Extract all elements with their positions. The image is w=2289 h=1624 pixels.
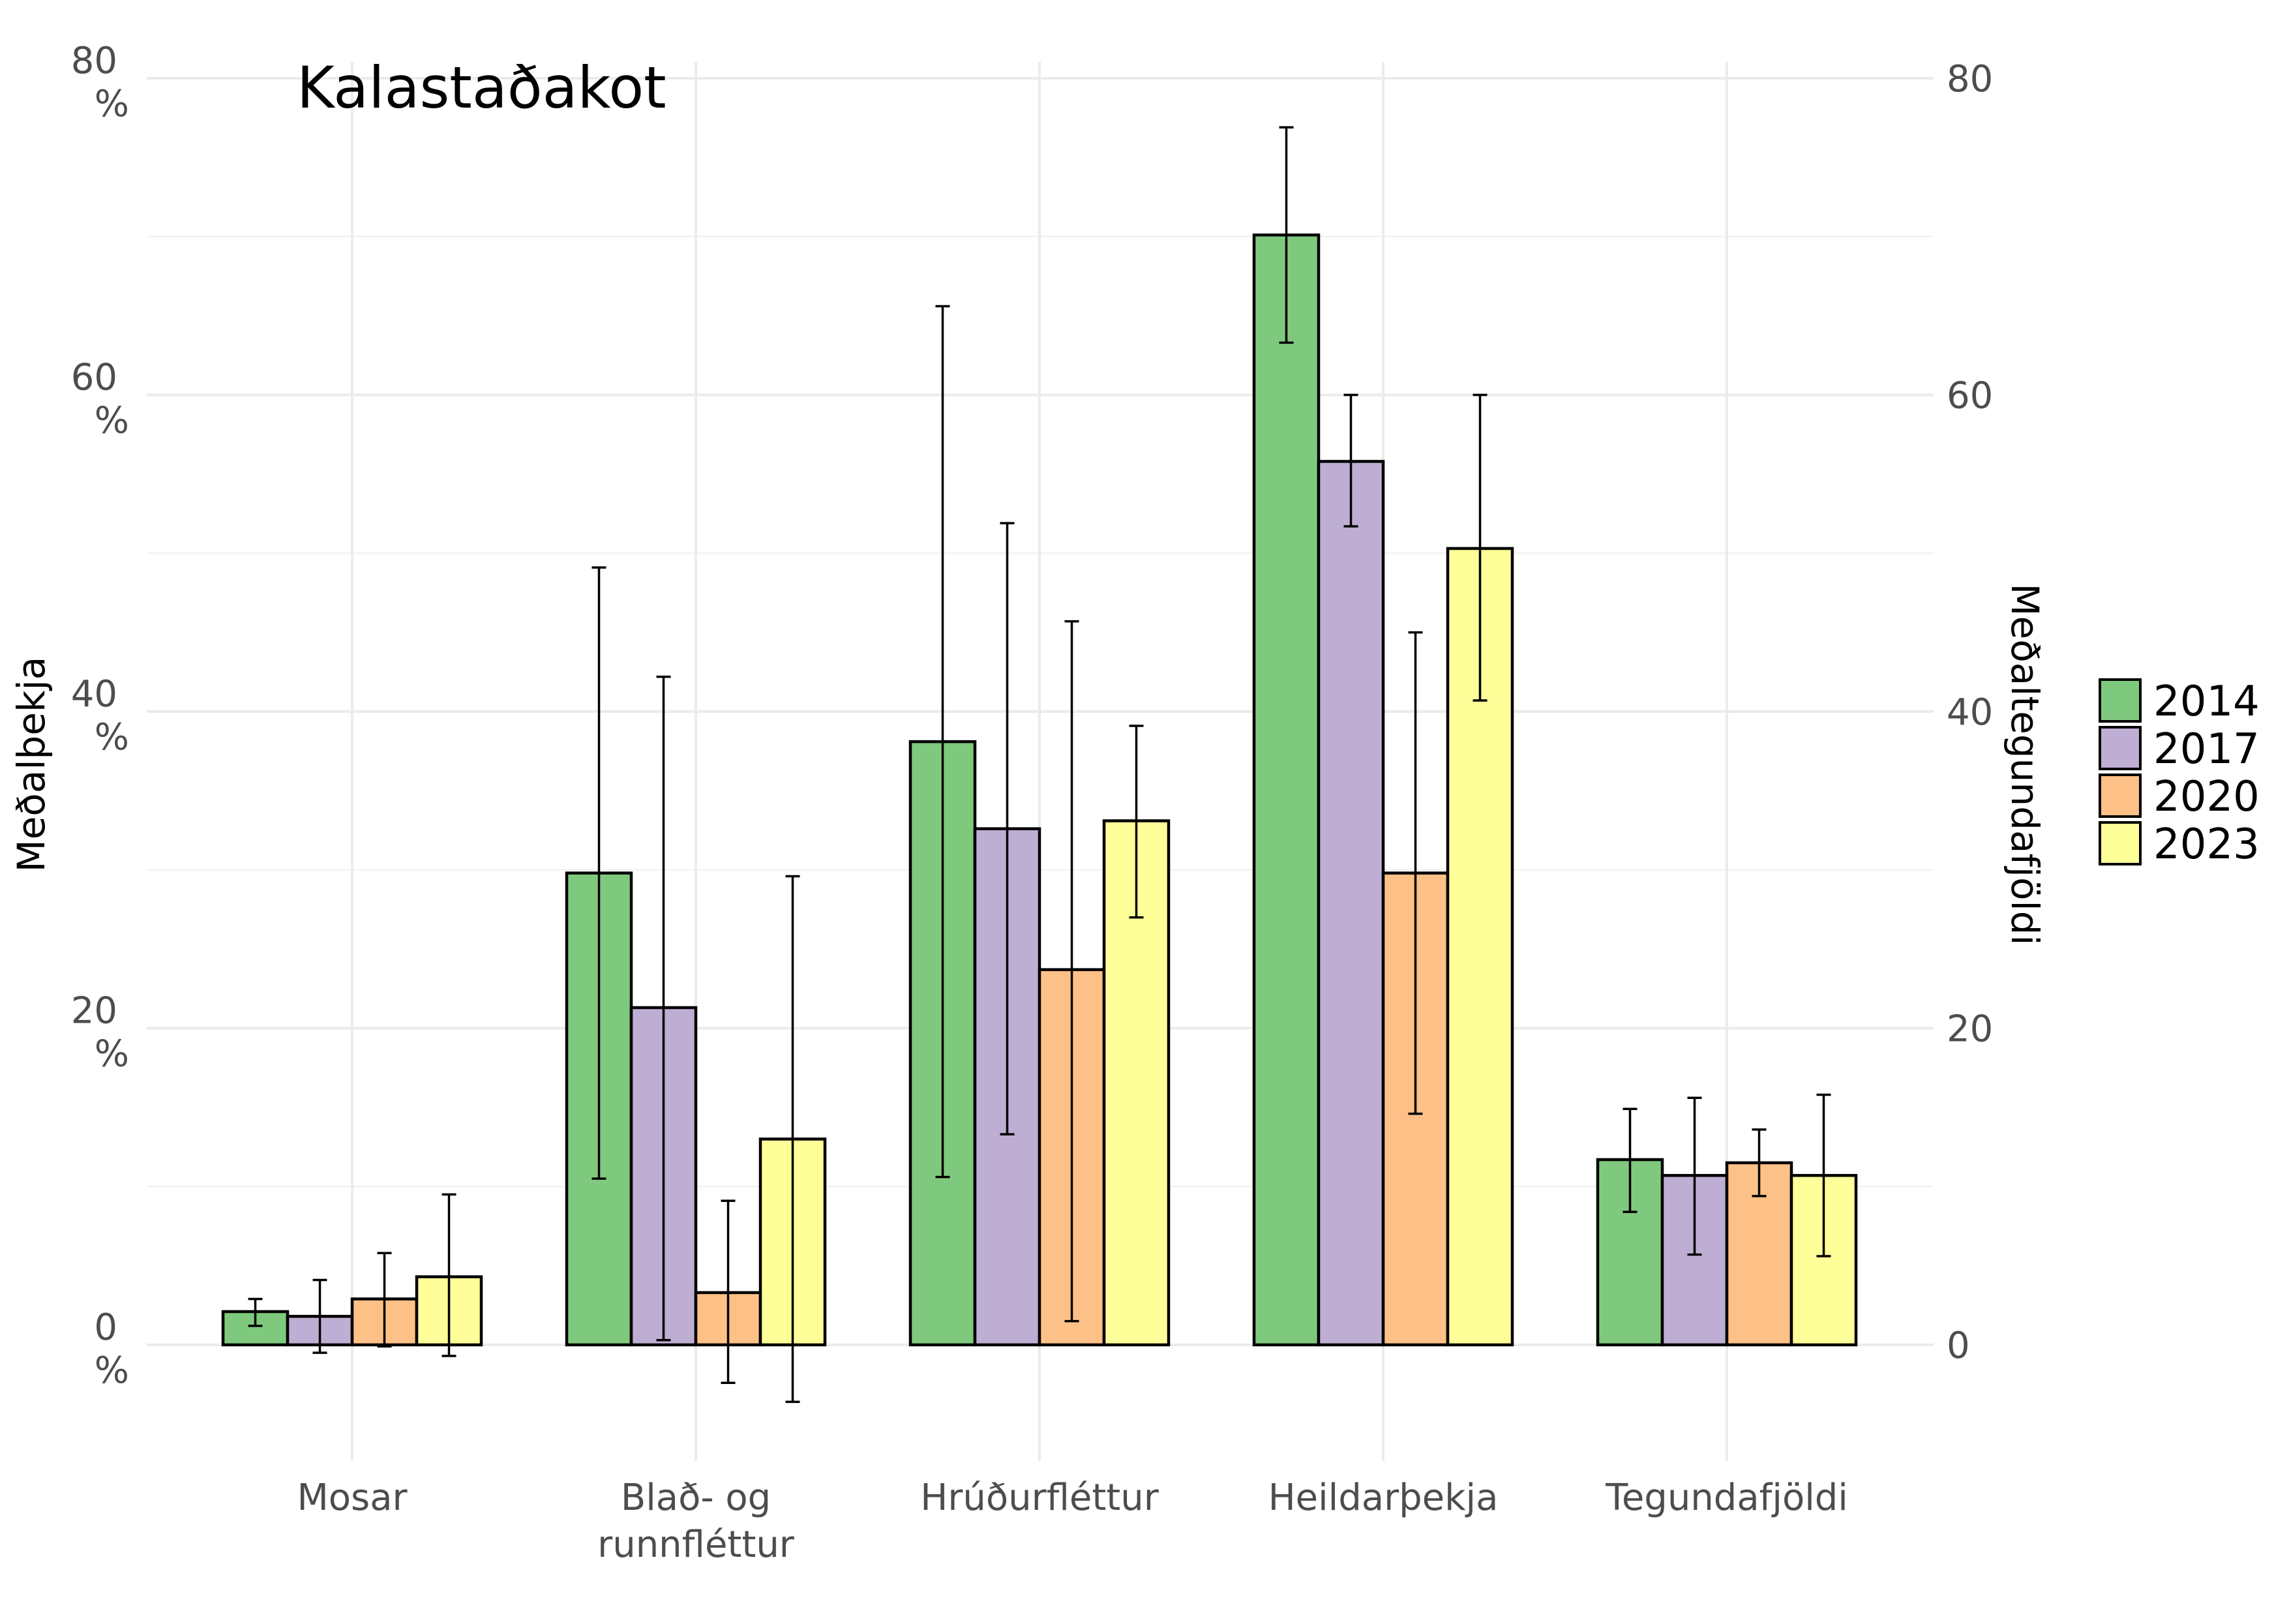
legend-item-2014: 2014 bbox=[2099, 678, 2260, 726]
y-axis-title-left: Meðalþekja bbox=[9, 657, 53, 873]
legend-item-2020: 2020 bbox=[2099, 773, 2260, 821]
error-bar-2023-0 bbox=[441, 1193, 456, 1357]
y-axis-title-right: Meðaltegundafjöldi bbox=[2003, 583, 2047, 945]
legend-label: 2014 bbox=[2153, 678, 2260, 726]
x-tick-3: Heildarþekja bbox=[1268, 1477, 1499, 1519]
error-bar-2023-2 bbox=[1129, 725, 1144, 919]
y-axis-right: 0 20 40 60 80 bbox=[1947, 58, 1993, 1367]
error-bar-2014-2 bbox=[935, 305, 950, 1179]
y-tick-left-line: % bbox=[95, 716, 129, 759]
error-bar-2023-1 bbox=[785, 875, 800, 1404]
error-bar-2014-0 bbox=[248, 1297, 263, 1327]
legend-label: 2023 bbox=[2153, 820, 2260, 869]
legend-swatch bbox=[2099, 678, 2142, 723]
y-tick-right-60: 60 bbox=[1947, 375, 1993, 417]
y-tick-left-line: 80 bbox=[71, 40, 117, 82]
error-bar-2014-3 bbox=[1279, 126, 1294, 344]
y-tick-left-line: 60 bbox=[71, 357, 117, 399]
y-axis-left: 0 %20 %40 %60 %80% bbox=[71, 40, 129, 1392]
legend-swatch bbox=[2099, 726, 2142, 770]
error-bar-2017-4 bbox=[1687, 1096, 1702, 1256]
x-tick-line: Blað- og bbox=[621, 1477, 771, 1519]
x-tick-4: Tegundafjöldi bbox=[1605, 1477, 1848, 1519]
error-bars bbox=[248, 126, 1831, 1404]
legend-item-2023: 2023 bbox=[2099, 820, 2260, 869]
bar-2014-3 bbox=[1252, 233, 1321, 1347]
y-tick-left-40: 40% bbox=[71, 673, 129, 759]
y-tick-left-line: % bbox=[95, 400, 129, 442]
legend-label: 2020 bbox=[2153, 773, 2260, 821]
y-tick-right-20: 20 bbox=[1947, 1008, 1993, 1051]
error-bar-2020-2 bbox=[1064, 620, 1079, 1323]
y-tick-left-80: 80% bbox=[71, 40, 129, 125]
y-tick-left-20: 20% bbox=[71, 990, 129, 1075]
legend-swatch bbox=[2099, 821, 2142, 865]
y-tick-left-line: 0 bbox=[94, 1306, 117, 1349]
x-axis: Mosar Blað- og runnfléttur Hrúðurfléttur Hei… bbox=[297, 1477, 1848, 1566]
error-bar-2017-0 bbox=[312, 1278, 327, 1354]
legend-swatch bbox=[2099, 774, 2142, 818]
y-tick-left-line: % bbox=[95, 1349, 129, 1392]
error-bar-2017-2 bbox=[1000, 522, 1015, 1135]
error-bar-2023-4 bbox=[1816, 1093, 1831, 1257]
x-tick-line: runnfléttur bbox=[597, 1524, 795, 1566]
x-tick-2: Hrúðurfléttur bbox=[920, 1477, 1159, 1519]
error-bar-2014-4 bbox=[1623, 1107, 1638, 1213]
y-tick-left-60: 60% bbox=[71, 357, 129, 442]
y-tick-left-0: 0% bbox=[94, 1306, 129, 1392]
bar-2017-3 bbox=[1317, 460, 1385, 1347]
bars bbox=[221, 233, 1858, 1347]
y-tick-left-line: 40 bbox=[71, 673, 117, 715]
x-tick-line: Mosar bbox=[297, 1477, 408, 1519]
y-tick-left-line: % bbox=[95, 83, 129, 125]
y-tick-right-40: 40 bbox=[1947, 691, 1993, 734]
x-tick-line: Hrúðurfléttur bbox=[920, 1477, 1159, 1519]
error-bar-2014-1 bbox=[591, 566, 606, 1180]
y-tick-right-80: 80 bbox=[1947, 58, 1993, 100]
y-tick-left-line: % bbox=[95, 1033, 129, 1075]
y-tick-right-0: 0 bbox=[1947, 1325, 1970, 1367]
y-tick-left-line: 20 bbox=[71, 990, 117, 1032]
error-bar-2017-3 bbox=[1343, 393, 1358, 528]
error-bar-2017-1 bbox=[656, 675, 671, 1342]
plot-title: Kalastaðakot bbox=[297, 54, 666, 121]
legend-label: 2017 bbox=[2153, 725, 2260, 774]
x-tick-1: Blað- og runnfléttur bbox=[597, 1477, 795, 1566]
bar-2020-4 bbox=[1725, 1161, 1793, 1347]
x-tick-line: Heildarþekja bbox=[1268, 1477, 1499, 1519]
x-tick-0: Mosar bbox=[297, 1477, 408, 1519]
error-bar-2020-4 bbox=[1752, 1128, 1767, 1197]
legend-item-2017: 2017 bbox=[2099, 725, 2260, 774]
error-bar-2020-1 bbox=[721, 1199, 736, 1385]
x-tick-line: Tegundafjöldi bbox=[1605, 1477, 1848, 1519]
error-bar-2020-0 bbox=[377, 1252, 392, 1348]
error-bar-2023-3 bbox=[1473, 393, 1488, 702]
error-bar-2020-3 bbox=[1408, 631, 1423, 1115]
